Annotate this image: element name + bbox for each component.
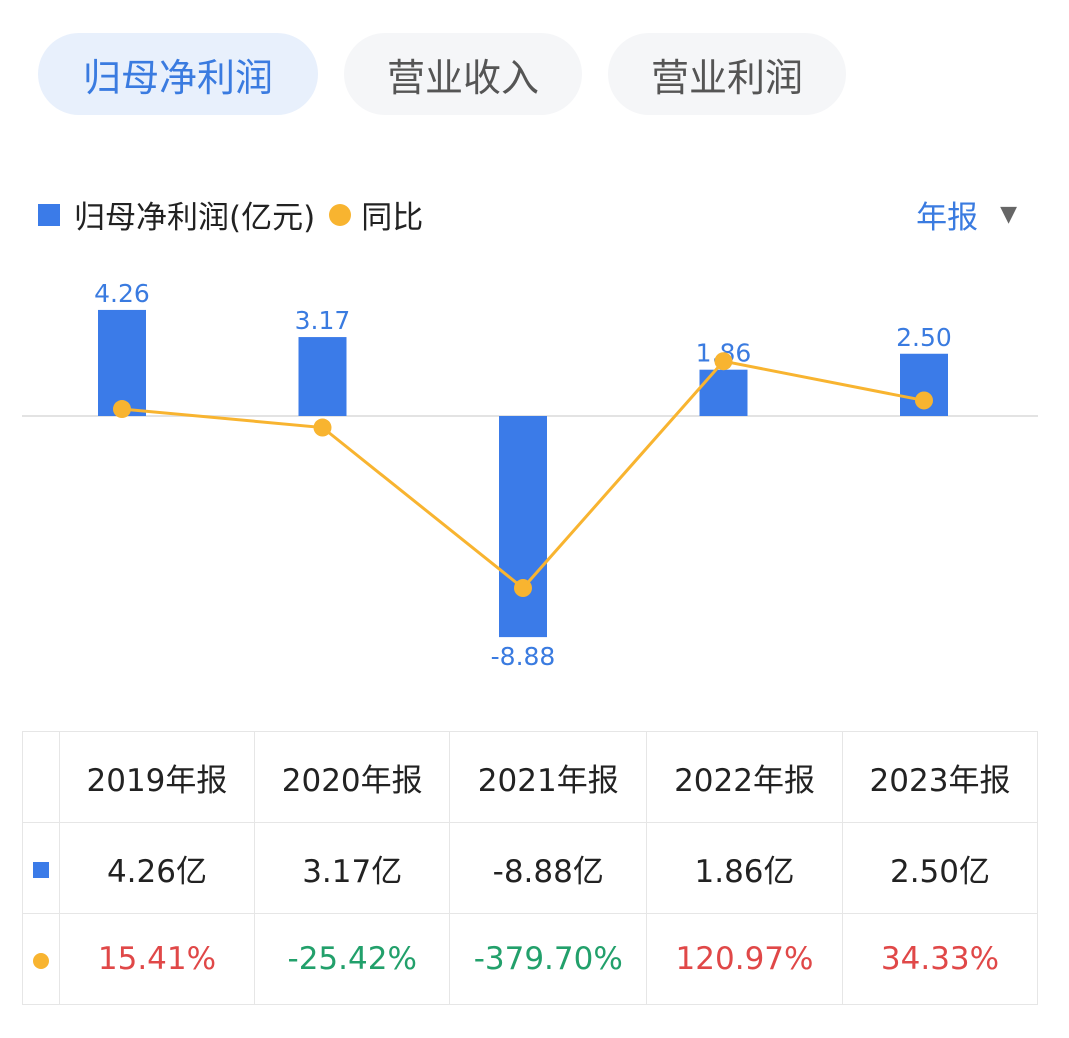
table-header-cell: 2023年报 bbox=[842, 731, 1038, 823]
legend: 归母净利润(亿元) 同比 bbox=[38, 192, 423, 237]
tab-net-profit[interactable]: 归母净利润 bbox=[38, 33, 318, 115]
bar-data-label: 2.50 bbox=[896, 323, 952, 352]
table-yoy-cell: -25.42% bbox=[253, 913, 451, 1005]
table-yoy-cell: 15.41% bbox=[59, 913, 255, 1005]
table-value-cell: 4.26亿 bbox=[59, 822, 255, 914]
line-legend-icon bbox=[329, 203, 352, 226]
table-header-cell: 2019年报 bbox=[59, 731, 255, 823]
yoy-point bbox=[915, 391, 933, 410]
tab-operating-profit[interactable]: 营业利润 bbox=[608, 33, 846, 115]
yoy-point bbox=[514, 579, 532, 598]
bar bbox=[298, 337, 347, 416]
period-dropdown[interactable]: 年报 ▼ bbox=[916, 192, 1017, 237]
bar-data-label: 4.26 bbox=[94, 279, 150, 308]
yoy-point bbox=[113, 400, 131, 419]
table-value-cell: 3.17亿 bbox=[253, 822, 451, 914]
triangle-down-icon: ▼ bbox=[1000, 202, 1017, 227]
legend-bar-label: 归母净利润(亿元) bbox=[74, 200, 316, 236]
line-series-icon bbox=[33, 953, 49, 969]
corner-cell bbox=[22, 731, 60, 823]
yoy-point bbox=[714, 352, 733, 371]
bar bbox=[98, 309, 146, 416]
tab-revenue[interactable]: 营业收入 bbox=[344, 33, 582, 115]
bar-data-label: 3.17 bbox=[295, 306, 351, 335]
bar-legend-icon bbox=[38, 203, 60, 226]
table-yoy-cell: 34.33% bbox=[842, 913, 1038, 1005]
table-header-cell: 2021年报 bbox=[449, 731, 648, 823]
data-table: 2019年报 2020年报 2021年报 2022年报 2023年报 4.26亿 3.17… bbox=[22, 731, 1038, 1005]
table-header-cell: 2020年报 bbox=[253, 731, 451, 823]
table-value-cell: 2.50亿 bbox=[842, 822, 1038, 914]
legend-line-label: 同比 bbox=[361, 200, 424, 236]
bar bbox=[499, 416, 547, 638]
table-value-cell: 1.86亿 bbox=[646, 822, 843, 914]
table-value-cell: -8.88亿 bbox=[449, 822, 648, 914]
bar-series-icon bbox=[33, 862, 49, 878]
chart: 4.263.17-8.881.862.50 bbox=[22, 279, 1038, 671]
period-label: 年报 bbox=[916, 200, 979, 236]
table-header-cell: 2022年报 bbox=[646, 731, 843, 823]
bar-data-label: -8.88 bbox=[491, 642, 556, 671]
table-yoy-cell: 120.97% bbox=[646, 913, 843, 1005]
bar bbox=[699, 369, 748, 416]
yoy-point bbox=[313, 418, 332, 437]
table-yoy-cell: -379.70% bbox=[449, 913, 648, 1005]
